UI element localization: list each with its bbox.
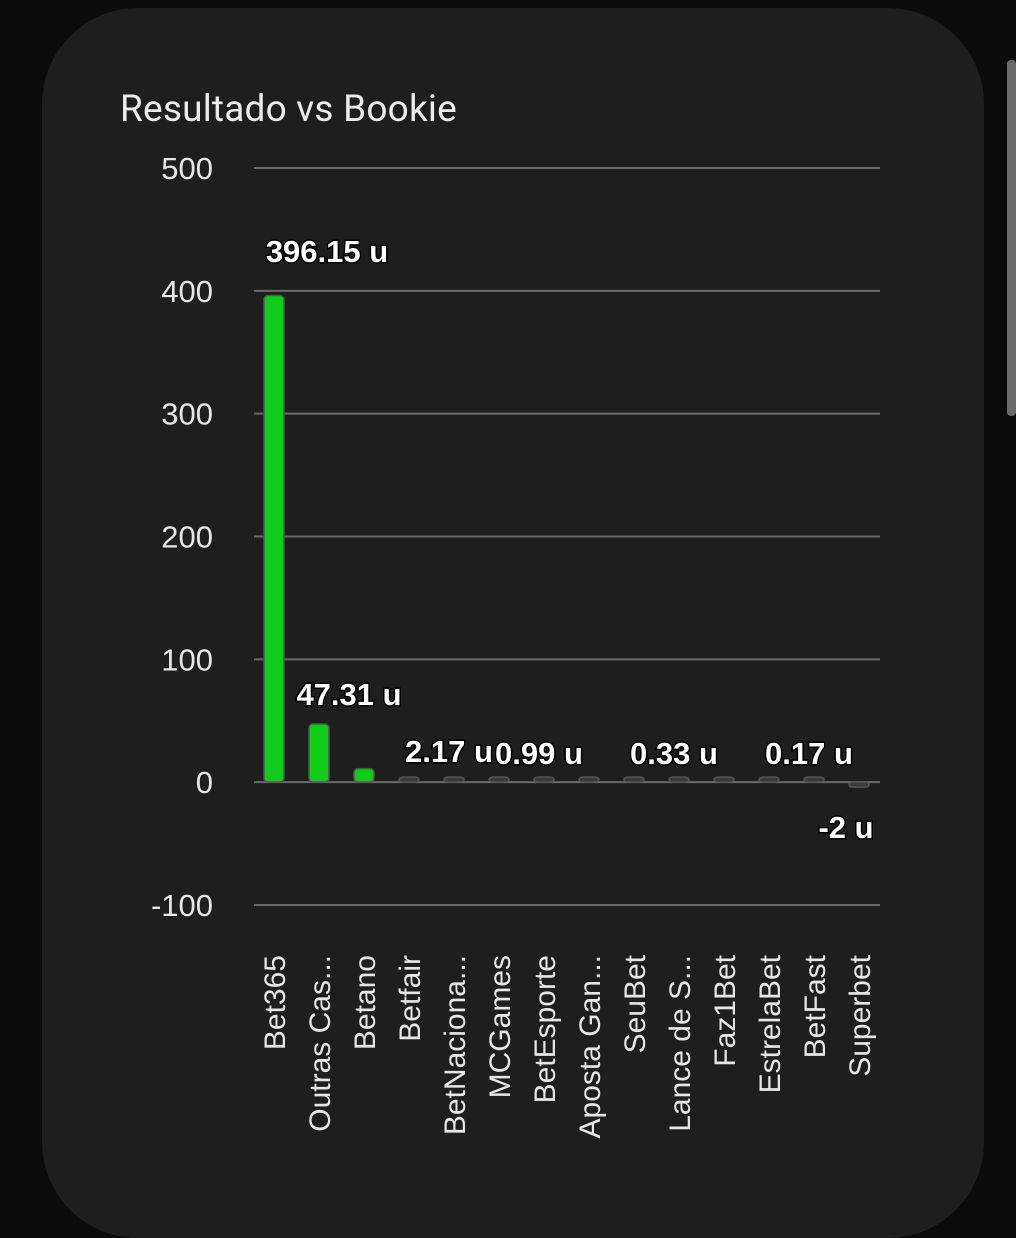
- scrollbar-thumb[interactable]: [1007, 60, 1016, 416]
- bar-chart: 500 400 300 200 100 0 -100 Bet365 Outras Cas... B…: [151, 151, 880, 1138]
- bar: [803, 776, 825, 783]
- x-tick-label: BetFast: [799, 954, 832, 1058]
- bar: [578, 776, 600, 783]
- bar: [623, 776, 645, 783]
- y-tick-label: 400: [161, 274, 213, 309]
- data-label: 2.17 u: [405, 734, 493, 769]
- y-tick-label: 100: [161, 642, 213, 677]
- chart-title: Resultado vs Bookie: [120, 88, 457, 131]
- x-tick-label: MCGames: [484, 955, 517, 1098]
- bar: [533, 776, 555, 783]
- bar: [263, 294, 285, 783]
- data-label: 396.15 u: [266, 234, 388, 269]
- y-tick-label: -100: [151, 888, 213, 923]
- x-tick-label: Betano: [349, 955, 382, 1050]
- chart-card: [42, 8, 984, 1238]
- bar: [848, 781, 870, 788]
- x-tick-label: Betfair: [394, 955, 427, 1042]
- y-tick-label: 200: [161, 520, 213, 555]
- x-tick-label: EstrelaBet: [754, 954, 787, 1093]
- x-tick-label: Aposta Gan...: [574, 955, 607, 1138]
- x-tick-label: Lance de S...: [664, 955, 697, 1132]
- bar: [713, 776, 735, 783]
- bar: [488, 776, 510, 783]
- bar: [398, 776, 420, 783]
- data-label: -2 u: [818, 810, 873, 845]
- y-tick-label: 500: [161, 151, 213, 186]
- bar: [353, 767, 375, 783]
- data-label: 0.17 u: [765, 736, 853, 771]
- bar: [758, 776, 780, 783]
- x-tick-label: BetEsporte: [529, 955, 562, 1103]
- x-tick-label: BetNaciona...: [439, 955, 472, 1135]
- y-tick-label: 300: [161, 397, 213, 432]
- x-tick-label: Superbet: [844, 954, 877, 1076]
- y-tick-label: 0: [196, 765, 213, 800]
- bar: [443, 776, 465, 783]
- x-tick-label: SeuBet: [619, 954, 652, 1053]
- data-label: 0.33 u: [630, 736, 718, 771]
- data-label: 47.31 u: [296, 677, 401, 712]
- bar: [308, 723, 330, 783]
- bar: [668, 776, 690, 783]
- x-tick-label: Outras Cas...: [304, 955, 337, 1132]
- x-tick-label: Bet365: [259, 955, 292, 1050]
- data-label: 0.99 u: [495, 736, 583, 771]
- x-tick-label: Faz1Bet: [709, 954, 742, 1066]
